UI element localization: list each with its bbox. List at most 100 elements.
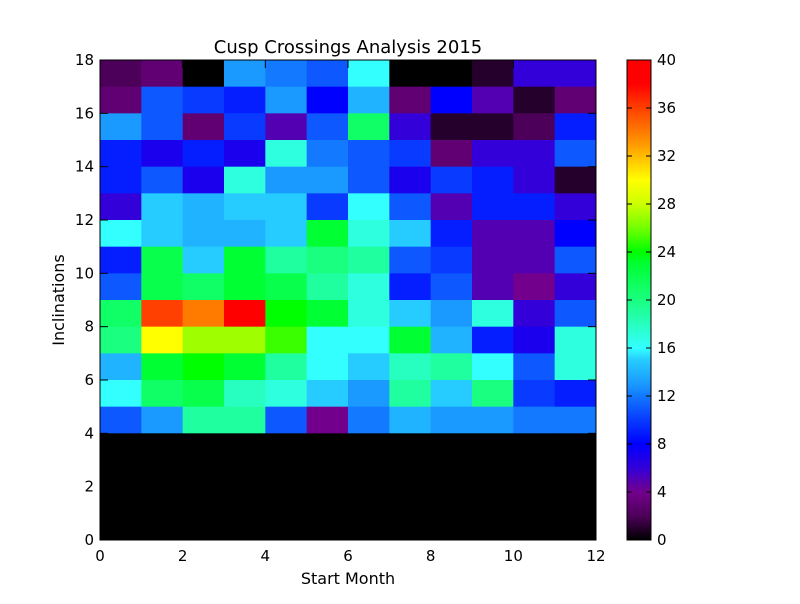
- heatmap-cell: [306, 353, 349, 381]
- y-tick-label: 4: [84, 424, 94, 442]
- heatmap-cell: [182, 433, 225, 461]
- heatmap-cell: [554, 220, 597, 248]
- heatmap-cell: [141, 86, 184, 114]
- heatmap-cell: [306, 433, 349, 461]
- x-axis: 0 2 4 6 8 10 12: [95, 60, 606, 565]
- heatmap-cell: [513, 380, 556, 408]
- heatmap-cell: [554, 406, 597, 434]
- heatmap-cell: [389, 353, 432, 381]
- heatmap-cells: [100, 60, 597, 541]
- heatmap-cell: [100, 513, 142, 541]
- y-tick-label: 0: [84, 531, 94, 549]
- heatmap-cell: [141, 246, 184, 274]
- heatmap-cell: [265, 193, 308, 221]
- heatmap-cell: [182, 193, 225, 221]
- x-axis-label: Start Month: [301, 569, 395, 588]
- heatmap-cell: [100, 380, 142, 408]
- heatmap-cell: [224, 246, 266, 274]
- colorbar-tick-label: 20: [657, 291, 676, 309]
- heatmap-cell: [554, 513, 597, 541]
- heatmap-cell: [224, 460, 266, 488]
- colorbar-tick-label: 12: [657, 387, 676, 405]
- colorbar-tick-label: 24: [657, 243, 676, 261]
- heatmap-cell: [265, 300, 308, 328]
- heatmap-cell: [348, 86, 390, 114]
- heatmap-cell: [389, 113, 432, 141]
- heatmap-cell: [141, 433, 184, 461]
- heatmap-cell: [430, 60, 473, 88]
- heatmap-cell: [513, 166, 556, 194]
- heatmap-cell: [389, 166, 432, 194]
- heatmap-cell: [554, 246, 597, 274]
- heatmap-cell: [224, 406, 266, 434]
- heatmap-cell: [265, 460, 308, 488]
- heatmap-cell: [100, 220, 142, 248]
- heatmap-cell: [265, 406, 308, 434]
- heatmap-cell: [348, 513, 390, 541]
- heatmap-cell: [100, 60, 142, 88]
- heatmap-cell: [100, 486, 142, 514]
- heatmap-cell: [430, 300, 473, 328]
- heatmap-cell: [306, 166, 349, 194]
- x-tick-label: 12: [586, 547, 605, 565]
- colorbar-tick-label: 8: [657, 435, 667, 453]
- heatmap-cell: [141, 60, 184, 88]
- heatmap-cell: [389, 140, 432, 168]
- x-tick-label: 10: [504, 547, 523, 565]
- heatmap-cell: [348, 273, 390, 301]
- heatmap-cell: [182, 273, 225, 301]
- heatmap-cell: [265, 433, 308, 461]
- heatmap-cell: [182, 246, 225, 274]
- colorbar-tick-label: 32: [657, 147, 676, 165]
- heatmap-cell: [554, 193, 597, 221]
- heatmap-cell: [100, 166, 142, 194]
- heatmap-cell: [348, 113, 390, 141]
- heatmap-cell: [472, 60, 514, 88]
- y-tick-label: 2: [84, 478, 94, 496]
- heatmap-cell: [348, 486, 390, 514]
- heatmap-cell: [389, 513, 432, 541]
- heatmap-cell: [100, 86, 142, 114]
- heatmap-cell: [265, 273, 308, 301]
- heatmap-cell: [224, 193, 266, 221]
- heatmap-cell: [224, 433, 266, 461]
- heatmap-cell: [306, 406, 349, 434]
- heatmap-cell: [348, 60, 390, 88]
- heatmap-cell: [224, 140, 266, 168]
- heatmap-cell: [430, 513, 473, 541]
- heatmap-cell: [224, 86, 266, 114]
- heatmap-cell: [306, 380, 349, 408]
- heatmap-cell: [100, 140, 142, 168]
- heatmap-cell: [389, 86, 432, 114]
- y-tick-label: 18: [75, 51, 94, 69]
- heatmap-cell: [141, 113, 184, 141]
- heatmap-cell: [389, 460, 432, 488]
- colorbar-axis: 0 4 8 12 16 20 24 28 32 36 40: [627, 51, 676, 549]
- heatmap-cell: [554, 300, 597, 328]
- y-tick-label: 14: [75, 158, 94, 176]
- y-tick-label: 6: [84, 371, 94, 389]
- heatmap-cell: [141, 193, 184, 221]
- heatmap-cell: [430, 113, 473, 141]
- x-tick-label: 8: [426, 547, 436, 565]
- heatmap-cell: [141, 353, 184, 381]
- heatmap-cell: [100, 246, 142, 274]
- chart-title: Cusp Crossings Analysis 2015: [214, 37, 482, 58]
- y-axis-label: Inclinations: [49, 254, 68, 345]
- heatmap-cell: [265, 246, 308, 274]
- heatmap-cell: [348, 406, 390, 434]
- heatmap-cell: [224, 326, 266, 354]
- heatmap-cell: [554, 380, 597, 408]
- heatmap-cell: [430, 166, 473, 194]
- heatmap-cell: [224, 380, 266, 408]
- heatmap-cell: [224, 220, 266, 248]
- heatmap-cell: [182, 166, 225, 194]
- heatmap-cell: [182, 140, 225, 168]
- heatmap-cell: [513, 220, 556, 248]
- heatmap-cell: [306, 300, 349, 328]
- heatmap-cell: [306, 460, 349, 488]
- heatmap-cell: [430, 86, 473, 114]
- heatmap-cell: [141, 220, 184, 248]
